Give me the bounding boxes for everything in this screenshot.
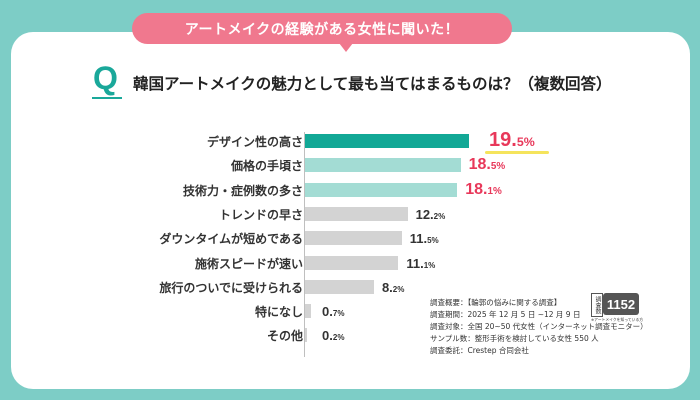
- category-label: デザイン性の高さ: [206, 135, 303, 149]
- survey-banner: アートメイクの経験がある女性に聞いた！: [132, 13, 512, 44]
- note-line: サンプル数：整形手術を検討している女性 550 人: [430, 334, 599, 343]
- note-line: 調査期間：2025 年 12 月 5 日 ~12 月 9 日: [430, 310, 581, 319]
- category-label: 施術スピードが速い: [194, 256, 303, 271]
- value-decimal: 2%: [332, 333, 345, 343]
- value-label: 11.5%: [410, 231, 439, 246]
- category-label: 旅行のついでに受けられる: [159, 280, 303, 295]
- value-integer: 12.: [415, 206, 434, 222]
- value-label: 12.2%: [416, 207, 446, 222]
- value-label: 11.1%: [406, 256, 435, 271]
- question-mark-letter: Q: [93, 60, 118, 96]
- value-label: 0.2%: [322, 328, 344, 343]
- value-decimal: 5%: [427, 236, 439, 246]
- value-integer: 18.: [468, 156, 491, 174]
- badge-vertical-label: 調査数: [591, 293, 603, 317]
- value-decimal: 2%: [392, 284, 405, 294]
- value-decimal: 1%: [487, 185, 502, 197]
- value-integer: 0.: [322, 304, 333, 320]
- value-label: 19.5%: [489, 129, 535, 152]
- note-line: 調査概要：【輪郭の悩みに関する調査】: [430, 298, 562, 307]
- value-integer: 0.: [322, 328, 333, 344]
- sample-count-badge: 調査数 1152 ※アートメイクを知っている方: [591, 293, 643, 323]
- bar: [305, 304, 311, 319]
- category-label: トレンドの早さ: [218, 207, 303, 222]
- value-integer: 11.: [406, 255, 424, 271]
- badge-caption: ※アートメイクを知っている方: [591, 317, 644, 322]
- bar: [305, 182, 458, 197]
- value-label: 8.2%: [382, 280, 404, 295]
- bar: [305, 134, 469, 148]
- note-line: 調査対象：全国 20~50 代女性（インターネット調査モニター）: [430, 322, 648, 331]
- value-label: 18.5%: [469, 156, 506, 174]
- value-integer: 18.: [465, 180, 488, 198]
- category-label: 価格の手頃さ: [230, 159, 303, 174]
- banner-pointer: [339, 43, 353, 52]
- bar: [305, 158, 461, 173]
- value-decimal: 2%: [433, 211, 446, 221]
- value-decimal: 5%: [490, 161, 506, 173]
- bar: [305, 206, 408, 221]
- note-line: 調査委託：Crestep 合同会社: [430, 346, 529, 355]
- value-decimal: 5%: [516, 135, 535, 149]
- value-integer: 11.: [409, 231, 428, 247]
- value-integer: 19.: [489, 129, 517, 151]
- value-integer: 8.: [381, 279, 393, 295]
- badge-number: 1152: [603, 293, 639, 315]
- category-label: 技術力・症例数の多さ: [182, 183, 303, 198]
- category-label: その他: [266, 329, 303, 344]
- bar: [305, 279, 374, 294]
- category-label: ダウンタイムが短めである: [159, 232, 303, 247]
- category-label: 特になし: [254, 305, 303, 320]
- survey-notes: 調査概要：【輪郭の悩みに関する調査】 調査期間：2025 年 12 月 5 日 …: [430, 297, 648, 357]
- value-decimal: 1%: [423, 260, 436, 270]
- top-value-underline: [485, 151, 549, 154]
- question-underline: [92, 97, 122, 99]
- chart-axis-line: [304, 132, 305, 357]
- question-title: 韓国アートメイクの魅力として最も当てはまるものは？（複数回答）: [133, 75, 612, 93]
- bar: [305, 255, 399, 270]
- value-decimal: 7%: [332, 309, 345, 319]
- bar: [305, 328, 307, 343]
- value-label: 0.7%: [322, 304, 344, 319]
- value-label: 18.1%: [465, 181, 502, 199]
- bar: [305, 231, 402, 246]
